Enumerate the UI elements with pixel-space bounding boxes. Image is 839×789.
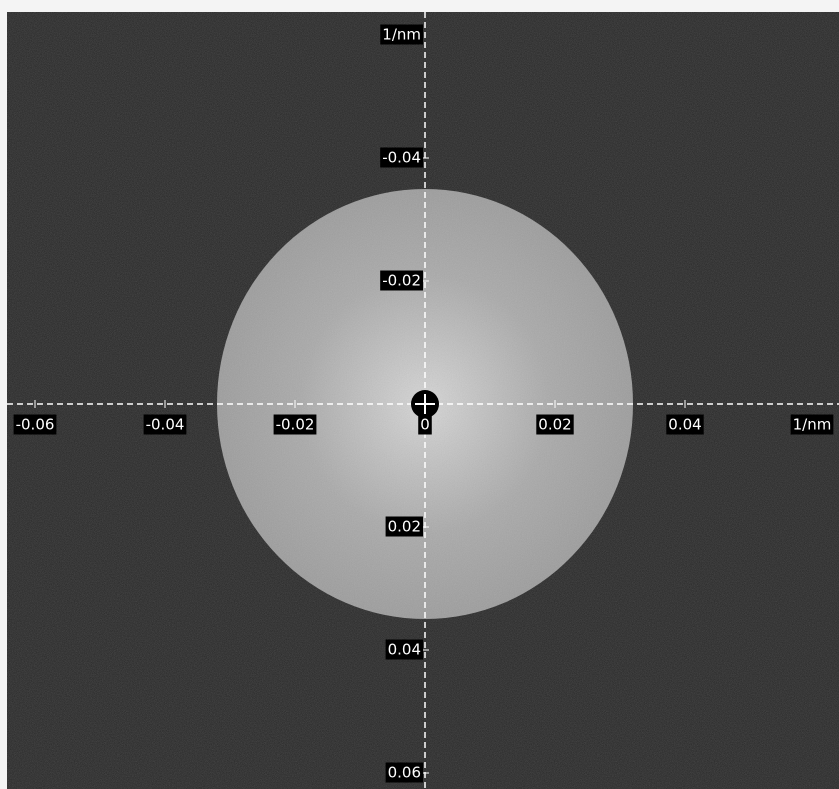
x-tick-label: -0.02 (276, 416, 315, 434)
y-tick-label: 0.04 (388, 641, 421, 659)
y-unit-label: 1/nm (382, 26, 421, 44)
x-tick-label: 0.04 (668, 416, 701, 434)
y-tick-label: 0.06 (388, 764, 421, 782)
fft-view: -0.06 -0.04 -0.02 0 0.02 0.04 1/nm -0.04 -0.02 0.… (0, 0, 839, 789)
x-tick-label: 0 (420, 416, 430, 434)
x-tick-label: -0.06 (16, 416, 55, 434)
x-tick-label: -0.04 (146, 416, 185, 434)
y-tick-label: -0.04 (382, 149, 421, 167)
y-tick-label: 0.02 (388, 518, 421, 536)
y-tick-label: -0.02 (382, 272, 421, 290)
x-tick-label: 0.02 (538, 416, 571, 434)
x-unit-label: 1/nm (793, 416, 832, 434)
